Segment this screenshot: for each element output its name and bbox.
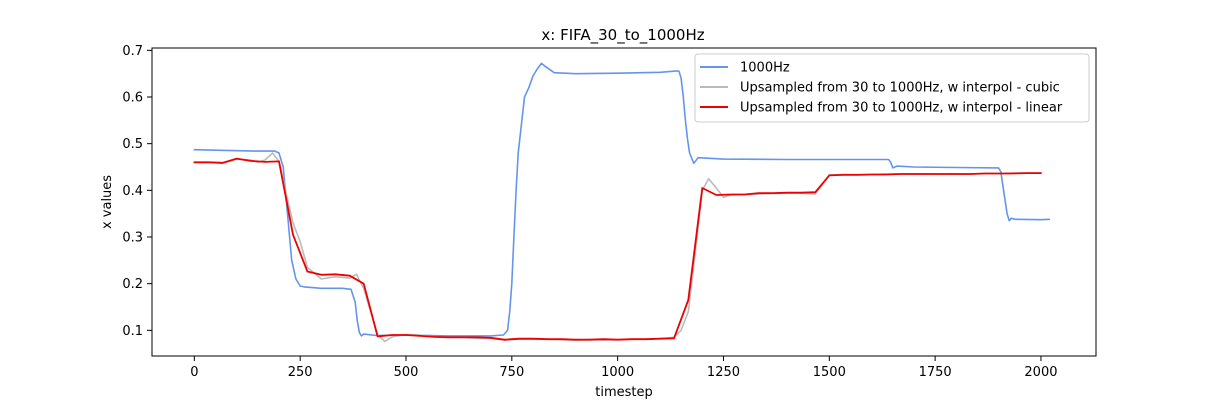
legend-label: 1000Hz (740, 61, 790, 76)
x-tick-label: 250 (288, 365, 313, 380)
legend-label: Upsampled from 30 to 1000Hz, w interpol … (740, 81, 1060, 96)
y-tick-label: 0.7 (122, 44, 143, 59)
x-tick-label: 1250 (707, 365, 740, 380)
y-axis: 0.1 0.2 0.3 0.4 0.5 0.6 0.7 (122, 44, 152, 339)
legend-box (694, 53, 1090, 123)
chart-title: x: FIFA_30_to_1000Hz (541, 26, 704, 45)
series-line-2 (193, 152, 1042, 343)
x-tick-label: 750 (499, 365, 524, 380)
plot-frame (151, 47, 1097, 357)
y-tick-label: 0.3 (122, 231, 143, 246)
legend-label: Upsampled from 30 to 1000Hz, w interpol … (740, 101, 1063, 116)
series-line-1 (193, 62, 1051, 337)
x-tick-label: 1500 (813, 365, 846, 380)
x-tick-label: 1750 (919, 365, 952, 380)
x-tick-label: 0 (190, 365, 198, 380)
y-tick-label: 0.2 (122, 277, 143, 292)
y-tick-label: 0.5 (122, 137, 143, 152)
x-axis: 0 250 500 750 1000 1250 1500 1750 2000 (190, 356, 1058, 380)
y-tick-label: 0.4 (122, 184, 143, 199)
x-tick-label: 1000 (601, 365, 634, 380)
series-layer (193, 62, 1051, 343)
y-axis-title: x values (100, 175, 115, 229)
x-axis-title: timestep (595, 385, 653, 400)
y-tick-label: 0.1 (122, 324, 143, 339)
legend: 1000Hz Upsampled from 30 to 1000Hz, w int… (694, 53, 1090, 123)
y-tick-label: 0.6 (122, 91, 143, 106)
series-line-3 (193, 157, 1042, 341)
x-tick-label: 500 (394, 365, 419, 380)
x-tick-label: 2000 (1024, 365, 1057, 380)
legend-items: 1000Hz Upsampled from 30 to 1000Hz, w int… (700, 61, 1063, 116)
